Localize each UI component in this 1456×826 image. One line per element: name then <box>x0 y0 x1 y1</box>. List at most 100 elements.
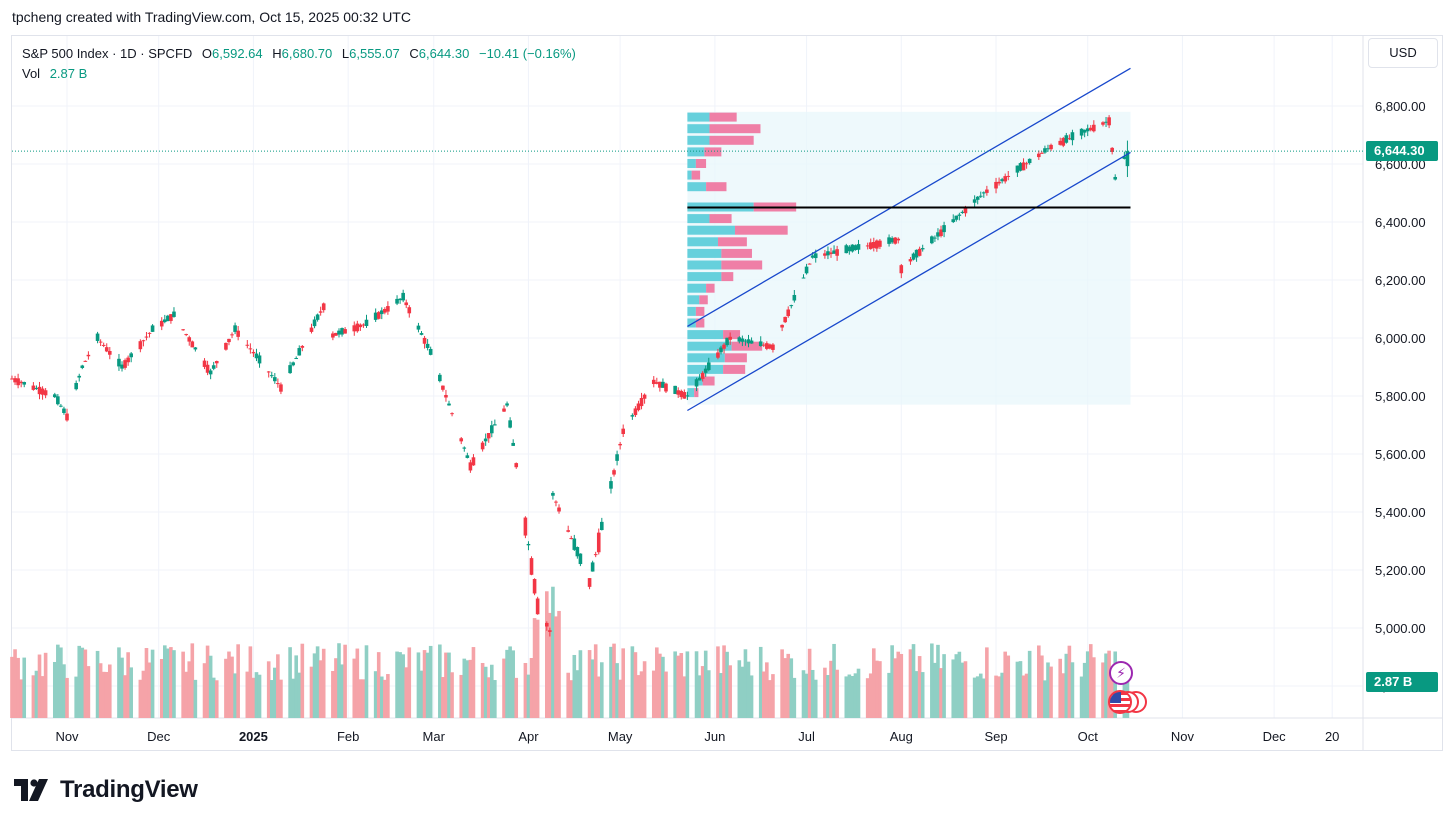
candle-body <box>954 215 959 220</box>
volume-bar <box>930 643 934 718</box>
candle-body <box>364 319 369 327</box>
candle-body <box>386 306 390 312</box>
close-label: C <box>409 46 419 61</box>
candle-body <box>896 238 901 241</box>
candle-body <box>340 328 344 335</box>
vol-label[interactable]: Vol <box>22 66 41 81</box>
volume-profile-up-bar <box>687 135 710 145</box>
volume-bar <box>1088 644 1093 718</box>
volume-bar <box>548 612 552 718</box>
candle-body <box>86 354 91 357</box>
candle-body <box>887 237 891 244</box>
volume-profile-up-bar <box>687 159 696 168</box>
volume-bar <box>107 664 112 718</box>
candle-body <box>1015 165 1020 173</box>
time-tick-label: Nov <box>1171 729 1195 744</box>
candle-body <box>40 388 45 395</box>
volume-bar <box>749 675 754 718</box>
candle-body <box>480 442 485 450</box>
candle-body <box>1027 158 1032 164</box>
volume-bar <box>679 653 684 718</box>
volume-bar <box>294 655 299 718</box>
volume-bar <box>462 658 467 718</box>
volume-bar <box>743 649 748 718</box>
candle-body <box>208 370 213 375</box>
candle-body <box>401 292 405 301</box>
price-tick-label: 5,200.00 <box>1375 563 1426 578</box>
brand-text: TradingView <box>60 776 198 803</box>
volume-bar <box>236 644 240 718</box>
volume-bar <box>719 673 723 718</box>
candle-body <box>31 385 36 390</box>
volume-bar <box>850 676 855 718</box>
candle-body <box>551 492 555 496</box>
volume-bar <box>1067 645 1072 718</box>
volume-bar <box>963 661 968 718</box>
volume-bar <box>936 644 940 718</box>
volume-profile-up-bar <box>687 170 692 180</box>
symbol-title[interactable]: S&P 500 Index · 1D · SPCFD <box>22 46 193 61</box>
candle-body <box>233 325 237 332</box>
candle-body <box>16 378 20 386</box>
candle-body <box>853 245 858 251</box>
volume-bar <box>450 672 454 718</box>
volume-bar <box>233 673 237 718</box>
volume-profile-down-bar <box>723 330 741 340</box>
candle-body <box>780 324 784 328</box>
volume-profile-down-bar <box>704 147 722 157</box>
candle-body <box>276 383 280 385</box>
volume-profile-up-bar <box>687 272 722 282</box>
candle-body <box>483 438 488 442</box>
volume-bar <box>868 673 873 718</box>
volume-bar <box>844 676 849 718</box>
volume-bar <box>554 616 558 718</box>
candle-body <box>144 336 149 338</box>
volume-bar <box>401 654 405 718</box>
volume-bar <box>489 664 494 718</box>
candle-body <box>514 463 519 468</box>
price-tick-label: 6,000.00 <box>1375 331 1426 346</box>
volume-bar <box>43 652 48 718</box>
candle-body <box>1107 117 1111 126</box>
candle-body <box>972 199 977 203</box>
currency-button[interactable]: USD <box>1368 38 1438 68</box>
volume-bar <box>535 619 540 718</box>
candle-body <box>994 181 998 189</box>
time-tick-label: 2025 <box>239 729 268 744</box>
volume-bar <box>1049 666 1053 718</box>
candle-body <box>618 443 622 446</box>
volume-bar <box>975 676 980 718</box>
volume-profile-up-bar <box>687 147 705 157</box>
time-tick-label: Dec <box>1263 729 1287 744</box>
candle-body <box>554 501 558 503</box>
volume-bar <box>248 646 253 718</box>
candle-body <box>682 392 687 399</box>
time-tick-label: Feb <box>337 729 359 744</box>
last-price-tag: 6,644.30 <box>1366 141 1438 162</box>
candle-body <box>743 340 748 342</box>
candles <box>10 115 1130 637</box>
us-flag-icon[interactable] <box>1108 690 1132 714</box>
volume-bar <box>141 670 146 718</box>
volume-bar <box>373 671 378 718</box>
candle-body <box>523 517 528 536</box>
volume-bar <box>600 662 604 718</box>
candle-body <box>315 314 320 320</box>
volume-bar <box>74 676 78 718</box>
tradingview-logo[interactable]: TradingView <box>14 774 198 806</box>
volume-bar <box>1079 676 1084 718</box>
time-tick-label: Jun <box>704 729 725 744</box>
volume-bar <box>700 666 705 718</box>
volume-bar <box>1027 650 1032 718</box>
volume-bar <box>16 657 20 718</box>
volume-bar <box>163 645 167 718</box>
volume-bar <box>618 679 622 718</box>
volume-bar <box>590 659 595 718</box>
volume-bar <box>117 647 121 718</box>
lightning-icon[interactable]: ⚡ <box>1109 661 1133 685</box>
volume-bar <box>792 677 797 718</box>
volume-profile-down-bar <box>695 306 705 316</box>
volume-profile-up-bar <box>687 124 710 134</box>
candle-body <box>169 314 173 321</box>
